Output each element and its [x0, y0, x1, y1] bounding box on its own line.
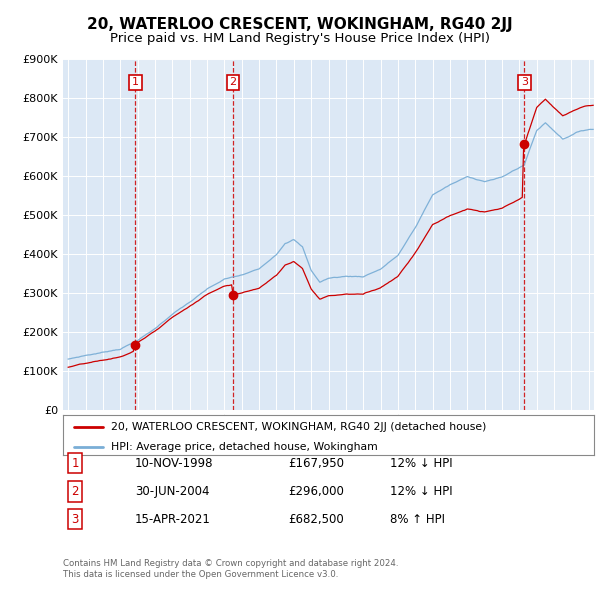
Text: Contains HM Land Registry data © Crown copyright and database right 2024.: Contains HM Land Registry data © Crown c…	[63, 559, 398, 568]
Text: 2: 2	[229, 77, 236, 87]
Text: £682,500: £682,500	[288, 513, 344, 526]
Text: 30-JUN-2004: 30-JUN-2004	[135, 485, 209, 498]
Text: 20, WATERLOO CRESCENT, WOKINGHAM, RG40 2JJ: 20, WATERLOO CRESCENT, WOKINGHAM, RG40 2…	[87, 17, 513, 31]
Text: 3: 3	[71, 513, 79, 526]
Bar	[136, 59, 233, 410]
Text: 2: 2	[71, 485, 79, 498]
Text: 1: 1	[71, 457, 79, 470]
Text: 8% ↑ HPI: 8% ↑ HPI	[390, 513, 445, 526]
Bar	[524, 59, 594, 410]
Text: 1: 1	[132, 77, 139, 87]
Text: HPI: Average price, detached house, Wokingham: HPI: Average price, detached house, Woki…	[111, 442, 377, 452]
Text: 15-APR-2021: 15-APR-2021	[135, 513, 211, 526]
Text: 12% ↓ HPI: 12% ↓ HPI	[390, 457, 452, 470]
Text: £167,950: £167,950	[288, 457, 344, 470]
Text: Price paid vs. HM Land Registry's House Price Index (HPI): Price paid vs. HM Land Registry's House …	[110, 32, 490, 45]
Text: 12% ↓ HPI: 12% ↓ HPI	[390, 485, 452, 498]
Text: 20, WATERLOO CRESCENT, WOKINGHAM, RG40 2JJ (detached house): 20, WATERLOO CRESCENT, WOKINGHAM, RG40 2…	[111, 422, 486, 432]
Text: £296,000: £296,000	[288, 485, 344, 498]
Text: This data is licensed under the Open Government Licence v3.0.: This data is licensed under the Open Gov…	[63, 571, 338, 579]
Text: 3: 3	[521, 77, 528, 87]
Text: 10-NOV-1998: 10-NOV-1998	[135, 457, 214, 470]
